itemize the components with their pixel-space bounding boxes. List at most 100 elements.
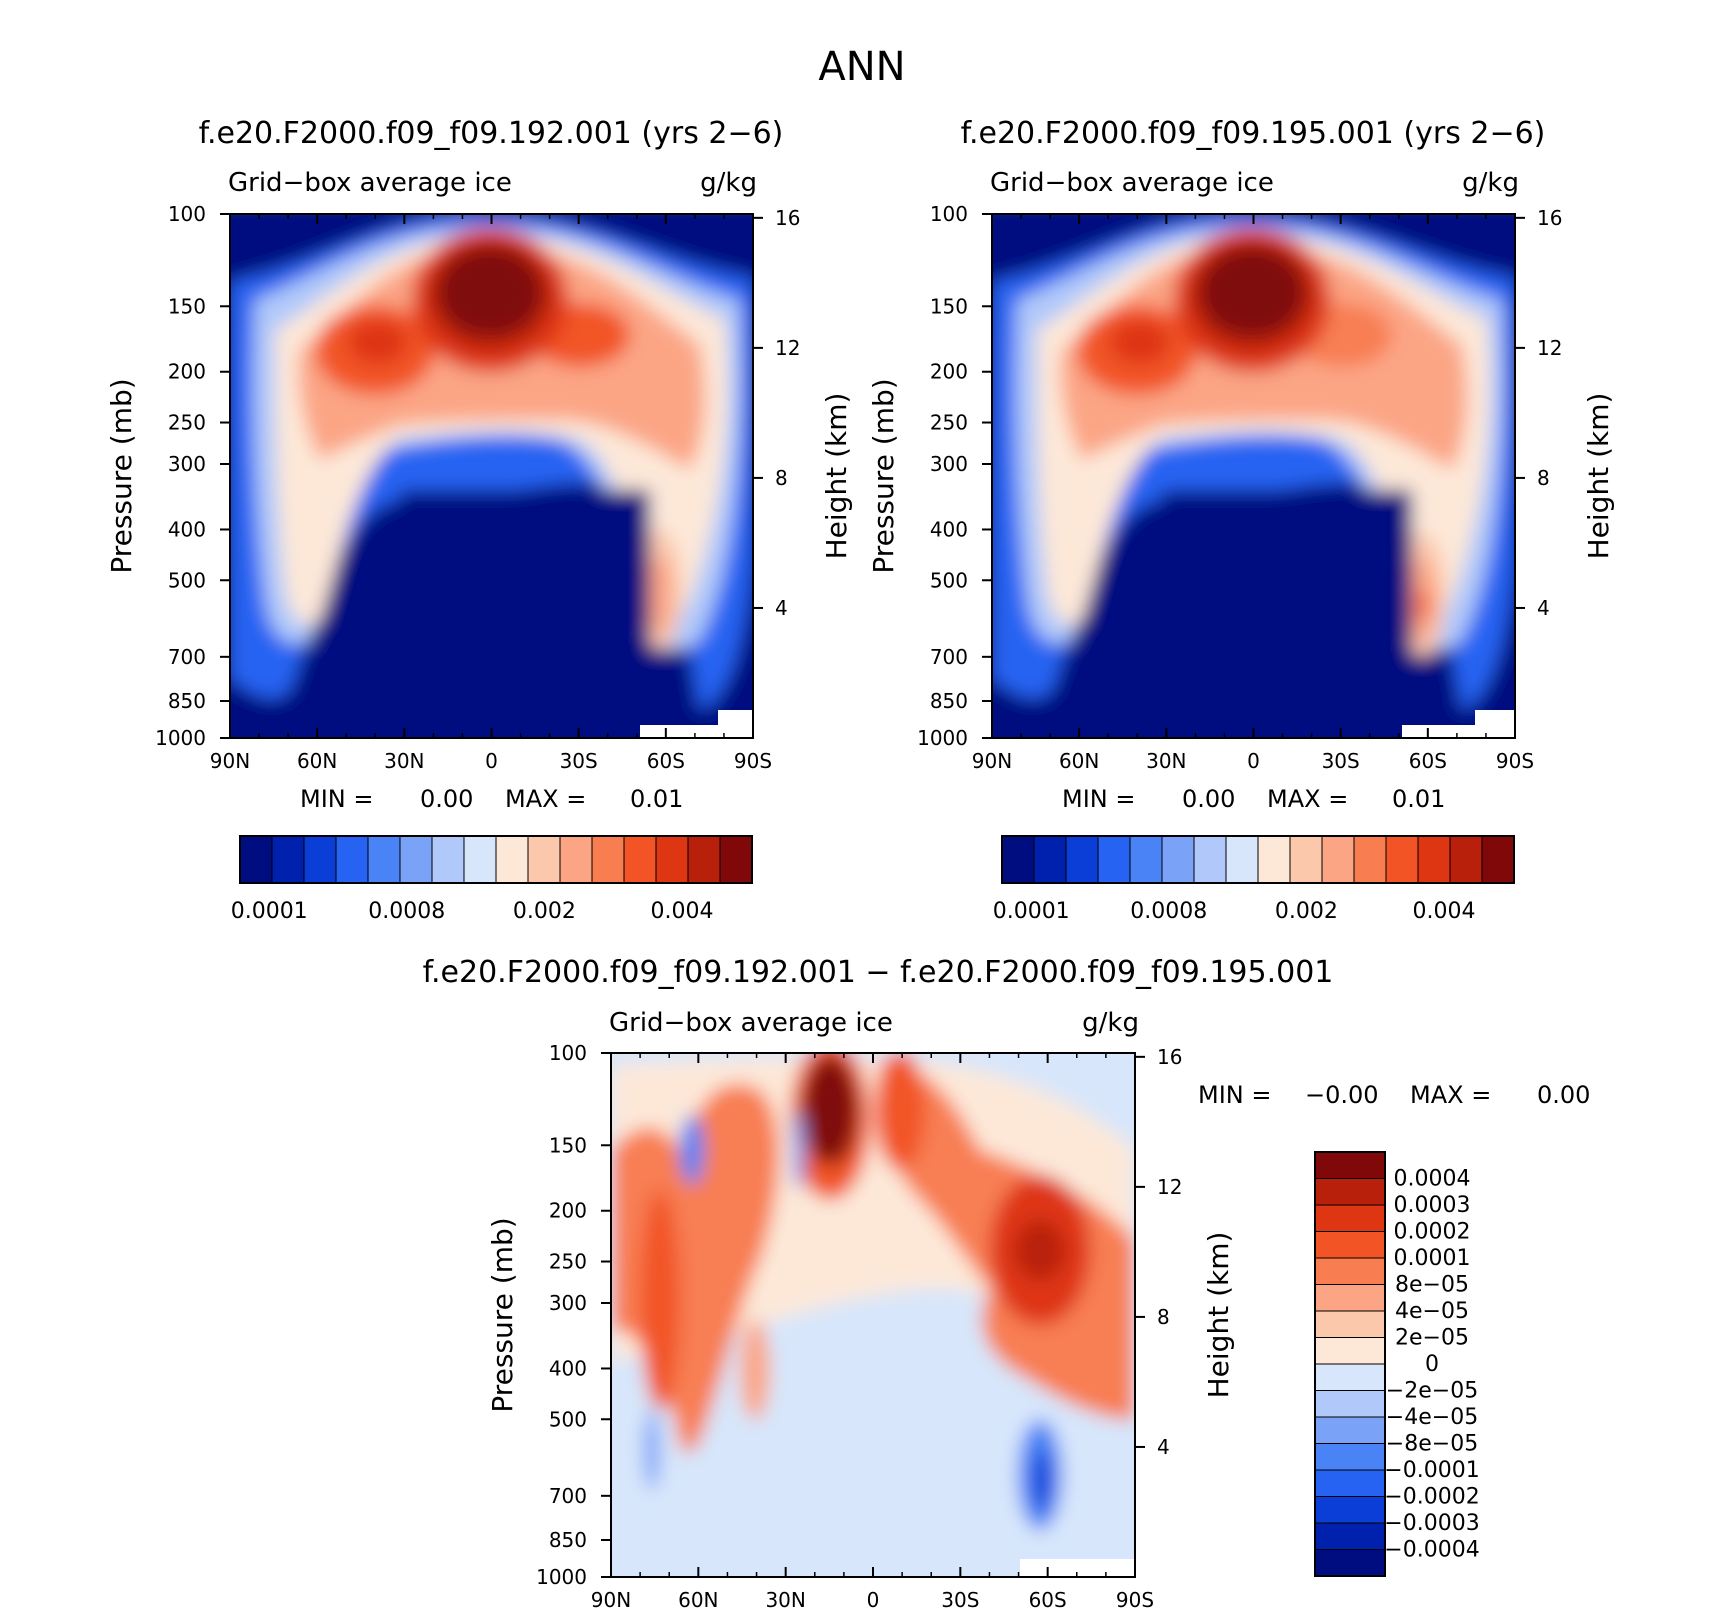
panel-2-min-label: MIN = [1062, 785, 1135, 813]
y-right-tick-label: 4 [1157, 1435, 1170, 1459]
colorbar-label: 0 [1425, 1352, 1439, 1377]
panel-3-title: f.e20.F2000.f09_f09.192.001 − f.e20.F200… [423, 955, 1334, 990]
field-red-north [875, 1053, 925, 1170]
y-tick-label: 250 [549, 1250, 587, 1274]
colorbar-swatch [239, 835, 273, 884]
panel-2-ylabel-right: Height (km) [1582, 393, 1615, 560]
field-missing-se2 [1475, 710, 1515, 738]
x-tick-label: 90S [1116, 1588, 1154, 1612]
y-tick-label: 850 [930, 689, 968, 713]
panel-3-ylabel: Pressure (mb) [486, 1217, 519, 1412]
panel-2-contour-field [992, 214, 1515, 738]
field-blue-upper [680, 1115, 704, 1185]
panel-3-max-value: 0.00 [1537, 1081, 1590, 1109]
y-right-tick-label: 16 [1537, 206, 1562, 230]
x-tick-label: 60N [297, 749, 337, 773]
x-tick-label: 30N [384, 749, 424, 773]
colorbar-label: −4e−05 [1386, 1405, 1478, 1430]
figure-title: ANN [818, 44, 905, 90]
y-tick-label: 250 [930, 411, 968, 435]
y-tick-label: 100 [168, 202, 206, 226]
y-tick-label: 850 [549, 1528, 587, 1552]
colorbar-swatch [463, 835, 497, 884]
colorbar-label: −8e−05 [1386, 1432, 1478, 1457]
field-red-east-dark [1015, 1220, 1065, 1280]
y-tick-label: 300 [930, 452, 968, 476]
colorbar-swatch [1129, 835, 1163, 884]
colorbar-swatch [1314, 1416, 1386, 1444]
panel-3-ylabel-right: Height (km) [1202, 1232, 1235, 1399]
x-tick-label: 0 [867, 1588, 880, 1612]
y-tick-label: 100 [549, 1041, 587, 1065]
panel-1-units: g/kg [700, 168, 757, 198]
colorbar-swatch [687, 835, 721, 884]
y-right-tick-label: 8 [1537, 466, 1550, 490]
field-blob-south-core [648, 555, 672, 635]
colorbar-swatch [1449, 835, 1483, 884]
x-tick-label: 0 [1247, 749, 1260, 773]
colorbar-label: 8e−05 [1395, 1273, 1469, 1298]
y-right-tick-label: 8 [775, 466, 788, 490]
colorbar-swatch [495, 835, 529, 884]
colorbar-swatch [1314, 1257, 1386, 1285]
colorbar-swatch [1193, 835, 1227, 884]
y-right-tick-label: 4 [1537, 596, 1550, 620]
y-right-tick-label: 12 [1157, 1175, 1182, 1199]
field-blue-west-low [644, 1410, 660, 1490]
panel-3-units: g/kg [1082, 1008, 1139, 1038]
colorbar-swatch [1001, 835, 1035, 884]
colorbar-swatch [655, 835, 689, 884]
y-tick-label: 1000 [917, 726, 968, 750]
colorbar-swatch [591, 835, 625, 884]
panel-3: f.e20.F2000.f09_f09.192.001 − f.e20.F200… [423, 955, 1591, 1612]
y-tick-label: 200 [930, 360, 968, 384]
y-tick-label: 700 [930, 645, 968, 669]
y-tick-label: 1000 [536, 1565, 587, 1589]
colorbar-label: 0.0004 [1394, 1167, 1471, 1192]
x-tick-label: 90N [210, 749, 250, 773]
colorbar-label: 2e−05 [1395, 1326, 1469, 1351]
colorbar-swatch [1385, 835, 1419, 884]
y-tick-label: 150 [549, 1133, 587, 1157]
colorbar-swatch [1314, 1443, 1386, 1471]
y-right-tick-label: 4 [775, 596, 788, 620]
colorbar-label: 0.0008 [1130, 899, 1207, 924]
colorbar-label: 0.002 [1275, 899, 1338, 924]
panel-1-ylabel-right: Height (km) [820, 393, 853, 560]
field-blob-west-core [348, 320, 408, 364]
x-tick-label: 60S [1029, 1588, 1067, 1612]
y-tick-label: 400 [168, 517, 206, 541]
colorbar-swatch [1353, 835, 1387, 884]
panel-1-title: f.e20.F2000.f09_f09.192.001 (yrs 2−6) [199, 116, 784, 151]
y-tick-label: 500 [930, 568, 968, 592]
panel-2: f.e20.F2000.f09_f09.195.001 (yrs 2−6) Gr… [867, 116, 1615, 924]
panel-2-subtitle-left: Grid−box average ice [990, 168, 1274, 198]
colorbar-swatch [367, 835, 401, 884]
panel-1-ylabel: Pressure (mb) [105, 378, 138, 573]
panel-3-contour-field [611, 1053, 1135, 1577]
field-red-west-core [640, 1190, 680, 1410]
panel-1-min-label: MIN = [300, 785, 373, 813]
panel-3-min-label: MIN = [1198, 1081, 1271, 1109]
field-red-center-core [802, 1055, 858, 1165]
panel-2-axes: 90N 60N 30N 0 30S 60S 90S 100 150 200 250 300 400 500… [917, 202, 1562, 773]
y-right-tick-label: 12 [775, 336, 800, 360]
colorbar-label: 0.0001 [1394, 1246, 1471, 1271]
colorbar-label: 0.0001 [231, 899, 308, 924]
colorbar-label: 0.0001 [993, 899, 1070, 924]
colorbar-label: −0.0002 [1384, 1485, 1479, 1510]
x-tick-label: 30S [560, 749, 598, 773]
x-tick-label: 30N [1146, 749, 1186, 773]
colorbar-label: 0.0003 [1394, 1193, 1471, 1218]
y-tick-label: 700 [168, 645, 206, 669]
panel-1-min-value: 0.00 [420, 785, 473, 813]
y-tick-label: 700 [549, 1484, 587, 1508]
colorbar-swatch [1314, 1284, 1386, 1312]
y-tick-label: 500 [168, 568, 206, 592]
y-tick-label: 850 [168, 689, 206, 713]
colorbar-frame [239, 835, 753, 884]
colorbar-swatch [1033, 835, 1067, 884]
panel-3-min-value: −0.00 [1305, 1081, 1379, 1109]
colorbar-swatch [1314, 1151, 1386, 1179]
x-tick-label: 60S [647, 749, 685, 773]
